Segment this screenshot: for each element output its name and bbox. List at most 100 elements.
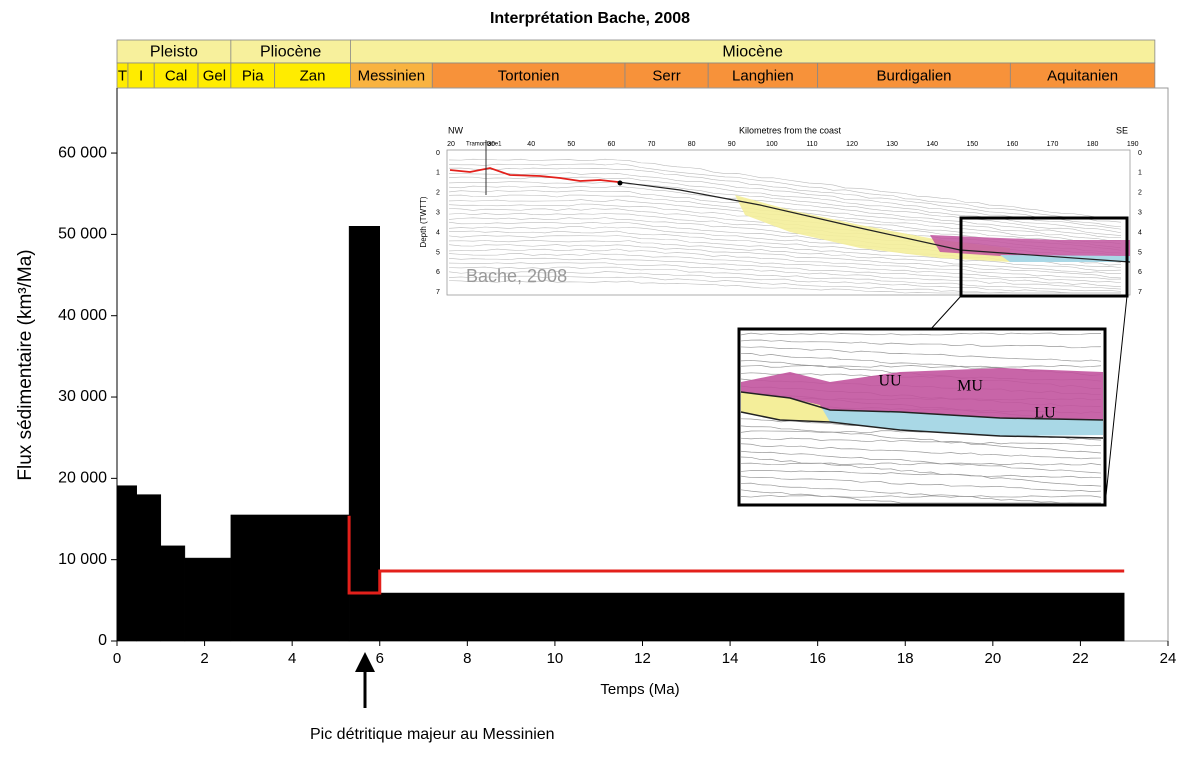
timescale-cell xyxy=(1009,62,1156,89)
inset-left: NW xyxy=(448,125,463,135)
timescale-label: Messinien xyxy=(358,67,426,84)
inset-depth-label: 3 xyxy=(1138,210,1142,217)
inset-km-label: 150 xyxy=(966,141,978,148)
inset-depth-label: 6 xyxy=(1138,269,1142,276)
inset-x-label: Kilometres from the coast xyxy=(739,125,842,135)
inset-well: Tramontane1 xyxy=(466,142,502,148)
seismic-reflector xyxy=(448,158,1122,220)
timescale-label: I xyxy=(139,67,143,84)
seismic-reflector xyxy=(740,489,1101,504)
inset-depth-label: 3 xyxy=(436,210,440,217)
line-series xyxy=(347,515,1125,595)
seismic-reflector xyxy=(448,262,1122,290)
inset-km-label: 190 xyxy=(1127,141,1139,148)
inset-km-label: 130 xyxy=(886,141,898,148)
seismic-reflector xyxy=(740,470,1102,479)
inset-km-label: 90 xyxy=(728,141,736,148)
timescale-label: Miocène xyxy=(722,44,783,61)
inset-km-label: 120 xyxy=(846,141,858,148)
unit-label: UU xyxy=(878,373,902,390)
timescale-label: Cal xyxy=(165,67,188,84)
timescale-cell xyxy=(127,62,155,89)
seismic-reflector xyxy=(448,190,1122,241)
bar xyxy=(379,592,1125,642)
inset-depth-label: 0 xyxy=(436,150,440,157)
timescale-cell xyxy=(817,62,1011,89)
x-tick-label: 0 xyxy=(113,650,121,667)
bar xyxy=(136,494,162,642)
x-tick-label: 4 xyxy=(288,650,296,667)
seismic-reflector xyxy=(448,181,1122,236)
x-tick-label: 8 xyxy=(463,650,471,667)
timescale-cell xyxy=(624,62,709,89)
inset-depth-label: 4 xyxy=(436,229,440,236)
seismic-reflector xyxy=(740,346,1102,362)
inset-km-label: 60 xyxy=(608,141,616,148)
seismic-reflector xyxy=(448,266,1122,292)
seismic-reflector xyxy=(448,271,1121,294)
timescale-label: Serr xyxy=(652,67,680,84)
x-tick-label: 22 xyxy=(1072,650,1089,667)
inset-km-label: 110 xyxy=(806,141,817,148)
inset-km-label: 30 xyxy=(487,141,495,148)
seismic-reflector xyxy=(740,332,1102,336)
seismic-reflector xyxy=(448,163,1122,223)
bar xyxy=(230,514,350,642)
y-tick-label: 50 000 xyxy=(58,226,107,243)
seismic-reflector xyxy=(740,495,1102,498)
y-tick-label: 30 000 xyxy=(58,388,107,405)
timescale-label: Pleisto xyxy=(150,44,198,61)
inset-depth-label: 5 xyxy=(1138,249,1142,256)
seismic-reflector xyxy=(740,456,1102,487)
x-tick-label: 24 xyxy=(1160,650,1177,667)
seismic-reflector xyxy=(740,450,1102,474)
timescale-label: Zan xyxy=(300,67,326,84)
inset-km-label: 20 xyxy=(447,141,455,148)
inset-km-label: 180 xyxy=(1087,141,1099,148)
inset-km-label: 160 xyxy=(1007,141,1019,148)
timescale-cell xyxy=(350,62,433,89)
seismic-reflector xyxy=(448,257,1122,288)
seismic-reflector xyxy=(740,437,1102,447)
seismic-reflector xyxy=(740,475,1102,492)
seismic-reflector xyxy=(448,244,1122,279)
inset-depth-label: 2 xyxy=(1138,190,1142,197)
seismic-reflector xyxy=(448,248,1122,280)
inset-depth-label: 7 xyxy=(436,289,440,296)
y-tick-label: 40 000 xyxy=(58,307,107,324)
zoom-inset: UU MU LU xyxy=(737,327,1107,507)
inset-y-label: Depth (TWTT) xyxy=(419,196,428,247)
inset-credit: Bache, 2008 xyxy=(466,266,567,286)
bar xyxy=(348,226,380,642)
seismic-reflector xyxy=(448,253,1122,284)
x-axis-label: Temps (Ma) xyxy=(600,681,679,698)
inset-depth-label: 5 xyxy=(436,249,440,256)
inset-depth-label: 4 xyxy=(1138,229,1142,236)
inset-depth-label: 7 xyxy=(1138,289,1142,296)
x-tick-label: 12 xyxy=(634,650,651,667)
inset-depth-label: 1 xyxy=(1138,170,1142,177)
seismic-reflector xyxy=(448,280,1121,294)
unit-label: LU xyxy=(1034,405,1056,422)
x-tick-label: 14 xyxy=(722,650,739,667)
seismic-reflector xyxy=(448,185,1122,238)
y-tick-label: 20 000 xyxy=(58,470,107,487)
y-tick-label: 10 000 xyxy=(58,551,107,568)
seismic-reflector xyxy=(740,482,1101,504)
timescale-label: Aquitanien xyxy=(1047,67,1118,84)
inset-depth-label: 0 xyxy=(1138,150,1142,157)
timescale-cell xyxy=(431,62,626,89)
x-tick-label: 18 xyxy=(897,650,914,667)
x-tick-label: 16 xyxy=(809,650,826,667)
seismic-reflector xyxy=(740,339,1102,349)
seismic-reflector xyxy=(740,425,1102,454)
timescale-label: Tortonien xyxy=(498,67,560,84)
inset-km-label: 50 xyxy=(567,141,575,148)
timescale-label: Burdigalien xyxy=(876,67,951,84)
timescale-label: Pliocène xyxy=(260,44,321,61)
inset-depth-label: 1 xyxy=(436,170,440,177)
seismic-inset: NW SE Kilometres from the coast Tramonta… xyxy=(419,125,1142,506)
unit-label: MU xyxy=(957,378,983,395)
bar xyxy=(184,557,232,642)
